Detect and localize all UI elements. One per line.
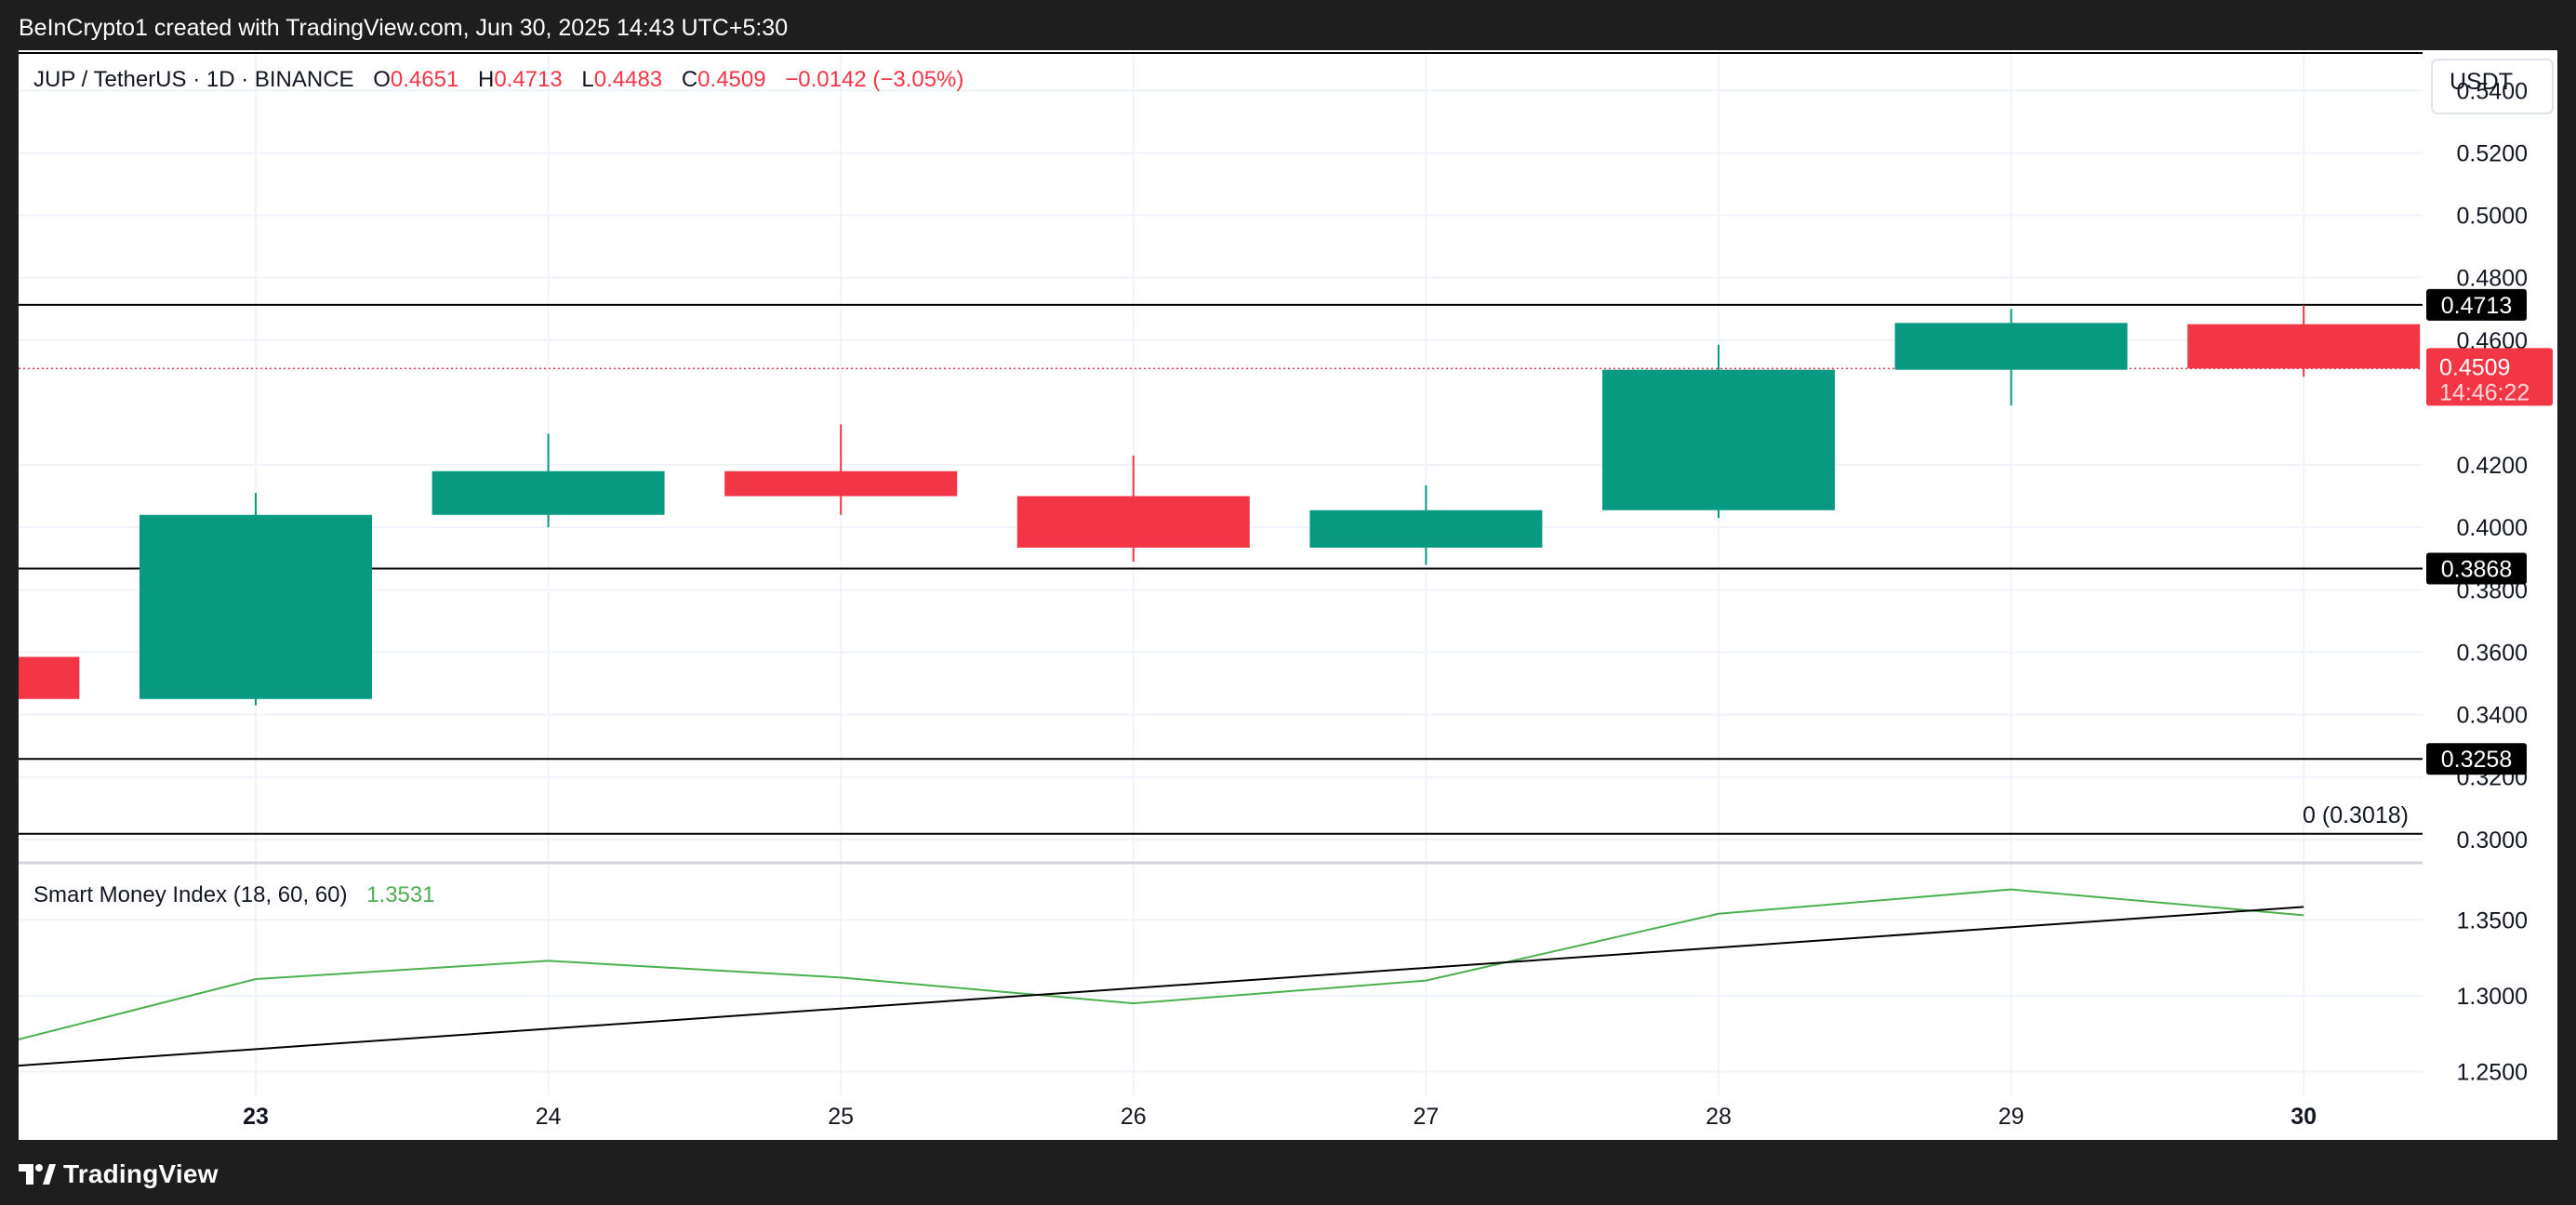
close-value: 0.4509	[697, 67, 765, 92]
x-tick-24: 24	[536, 1104, 562, 1130]
candle-body-30	[2187, 324, 2421, 369]
indicator-value: 1.3531	[366, 882, 434, 907]
x-tick-29: 29	[1998, 1104, 2025, 1130]
y-tick-0.3000: 0.3000	[2457, 828, 2528, 854]
y-tick-0.4800: 0.4800	[2457, 266, 2528, 292]
smi-y-tick-1.3500: 1.3500	[2457, 907, 2528, 934]
level-label-bg-1	[2426, 552, 2527, 585]
low-value: 0.4483	[594, 67, 662, 92]
level-label-3: 0 (0.3018)	[2303, 802, 2409, 828]
price-chart[interactable]: 0.54000.52000.50000.48000.46000.42000.40…	[19, 50, 2557, 1140]
open-value: 0.4651	[391, 67, 458, 92]
indicator-name: Smart Money Index (18, 60, 60)	[33, 882, 348, 907]
candle-body-29	[1894, 323, 2128, 370]
attribution-text: BeInCrypto1 created with TradingView.com…	[19, 15, 789, 41]
level-label-bg-2	[2426, 743, 2527, 775]
x-tick-30: 30	[2291, 1104, 2317, 1130]
symbol-name: JUP / TetherUS · 1D · BINANCE	[33, 67, 354, 92]
x-tick-28: 28	[1706, 1104, 1732, 1130]
tradingview-logo-icon	[19, 1164, 56, 1185]
high-value: 0.4713	[494, 67, 562, 92]
candle-22	[19, 656, 80, 699]
level-label-bg-0	[2426, 288, 2527, 321]
attribution-bar: BeInCrypto1 created with TradingView.com…	[0, 0, 2576, 56]
candle-body-24	[432, 470, 665, 515]
chart-panel[interactable]: 0.5400 0.5200 0.5000 0.4800 0.4600 0.4200 0.40…	[19, 50, 2557, 1140]
last-price-label-bg	[2426, 348, 2553, 406]
candle-body-23	[139, 514, 372, 699]
y-tick-0.3400: 0.3400	[2457, 703, 2528, 729]
candle-29	[1894, 309, 2128, 406]
candle-27	[1309, 484, 1543, 565]
y-tick-0.5000: 0.5000	[2457, 204, 2528, 230]
candle-body-27	[1309, 510, 1543, 549]
y-tick-0.4200: 0.4200	[2457, 453, 2528, 479]
candle-body-26	[1016, 496, 1250, 549]
candle-26	[1016, 455, 1250, 563]
footer-bar: TradingView	[0, 1140, 2576, 1205]
smi-trendline	[19, 906, 2304, 1067]
candle-body-25	[724, 470, 958, 497]
x-tick-27: 27	[1413, 1104, 1439, 1130]
horizontal-levels	[19, 52, 2423, 835]
indicator-header: Smart Money Index (18, 60, 60) 1.3531	[33, 882, 435, 907]
candle-25	[724, 424, 958, 515]
candle-23	[139, 493, 372, 706]
level-label-0: 0.4713	[2441, 293, 2512, 319]
x-tick-25: 25	[828, 1104, 854, 1130]
y-tick-0.5400: 0.5400	[2457, 78, 2528, 104]
axes: 0.54000.52000.50000.48000.46000.42000.40…	[19, 50, 2557, 1140]
grid	[19, 50, 2423, 1095]
price-labels: 0.4713 0.3868 0.3258 0 (0.3018) 0.450914:46:…	[2303, 288, 2553, 828]
smi-line	[19, 888, 2304, 1040]
candle-body-28	[1602, 369, 1835, 510]
smi-y-tick-1.3000: 1.3000	[2457, 984, 2528, 1010]
smi-y-tick-1.2500: 1.2500	[2457, 1060, 2528, 1086]
currency-label[interactable]: USDT	[2450, 69, 2513, 95]
candles	[19, 304, 2421, 706]
level-label-1: 0.3868	[2441, 556, 2512, 582]
candle-30	[2187, 304, 2421, 377]
last-price-label: 0.4509	[2439, 354, 2510, 380]
candle-body-22	[19, 656, 80, 699]
y-tick-0.4000: 0.4000	[2457, 515, 2528, 541]
tradingview-brand: TradingView	[63, 1159, 219, 1188]
symbol-header: JUP / TetherUS · 1D · BINANCE O0.4651 H0…	[33, 67, 963, 92]
tradingview-logo[interactable]: TradingView	[19, 1159, 219, 1188]
y-tick-0.3600: 0.3600	[2457, 640, 2528, 666]
smi-indicator	[19, 888, 2304, 1067]
countdown-label: 14:46:22	[2439, 379, 2530, 405]
x-tick-23: 23	[243, 1104, 269, 1130]
currency-button	[2431, 59, 2554, 114]
candle-28	[1602, 344, 1835, 519]
change-value: −0.0142 (−3.05%)	[785, 67, 963, 92]
level-label-2: 0.3258	[2441, 747, 2512, 773]
x-tick-26: 26	[1121, 1104, 1147, 1130]
right-axis-bg	[2423, 50, 2557, 1140]
candle-24	[432, 433, 665, 528]
y-tick-0.5200: 0.5200	[2457, 140, 2528, 166]
